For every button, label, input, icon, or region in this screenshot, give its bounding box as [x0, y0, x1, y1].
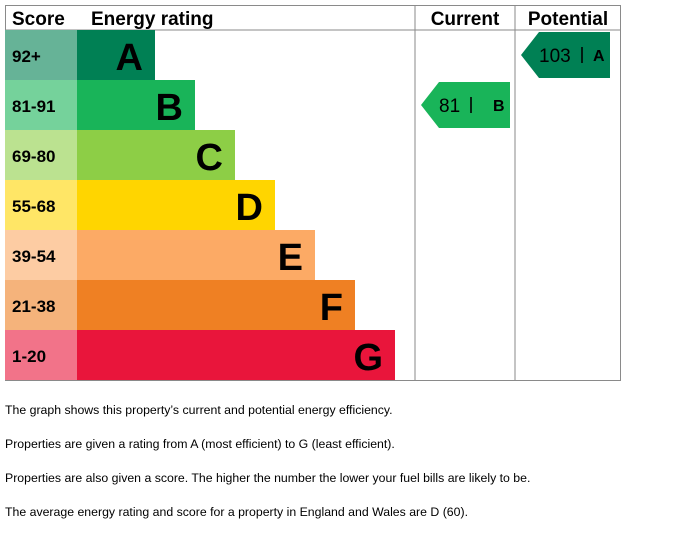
- rating-bar-f: [77, 280, 355, 330]
- score-range-c: 69-80: [12, 147, 55, 166]
- rating-letter-g: G: [353, 337, 383, 379]
- potential-header: Potential: [528, 9, 608, 30]
- rating-bands: 92+ A 81-91 B 69-80 C 55-68 D 39-54 E 21-38 F 1-20 G: [5, 30, 395, 380]
- score-range-e: 39-54: [12, 247, 56, 266]
- score-cell-e: [5, 230, 77, 280]
- potential-score-value: 103: [539, 46, 571, 67]
- rating-letter-a: A: [116, 37, 143, 79]
- rating-letter-b: B: [156, 87, 183, 129]
- rating-letter-f: F: [320, 287, 343, 329]
- score-cell-g: [5, 330, 77, 380]
- current-rating-arrow: [421, 82, 510, 128]
- potential-rating-letter: A: [593, 48, 605, 65]
- score-range-g: 1-20: [12, 347, 46, 366]
- score-range-d: 55-68: [12, 197, 55, 216]
- rating-indicators: 81 B 103 A: [421, 32, 610, 128]
- score-range-b: 81-91: [12, 97, 55, 116]
- score-range-a: 92+: [12, 47, 41, 66]
- score-cell-d: [5, 180, 77, 230]
- footnote-average-rating: The average energy rating and score for …: [5, 505, 468, 519]
- current-rating-letter: B: [493, 98, 505, 115]
- rating-bar-g: [77, 330, 395, 380]
- footnotes: The graph shows this property’s current …: [5, 402, 665, 538]
- energy-rating-header: Energy rating: [91, 9, 213, 30]
- rating-letter-c: C: [196, 137, 223, 179]
- rating-letter-d: D: [236, 187, 263, 229]
- energy-rating-chart: Score Energy rating Current Potential 92…: [5, 5, 621, 381]
- footnote-graph-explainer: The graph shows this property’s current …: [5, 403, 393, 417]
- rating-bar-d: [77, 180, 275, 230]
- rating-bar-a: [77, 30, 155, 80]
- score-cell-a: [5, 30, 77, 80]
- score-cell-f: [5, 280, 77, 330]
- score-range-f: 21-38: [12, 297, 55, 316]
- score-cell-b: [5, 80, 77, 130]
- score-header: Score: [12, 9, 65, 30]
- footnote-rating-explainer: Properties are given a rating from A (mo…: [5, 437, 395, 451]
- rating-letter-e: E: [278, 237, 303, 279]
- rating-bar-b: [77, 80, 195, 130]
- current-score-value: 81: [439, 96, 460, 117]
- rating-bar-c: [77, 130, 235, 180]
- rating-bar-e: [77, 230, 315, 280]
- potential-rating-arrow: [521, 32, 610, 78]
- score-cell-c: [5, 130, 77, 180]
- footnote-score-explainer: Properties are also given a score. The h…: [5, 471, 531, 485]
- current-header: Current: [431, 9, 500, 30]
